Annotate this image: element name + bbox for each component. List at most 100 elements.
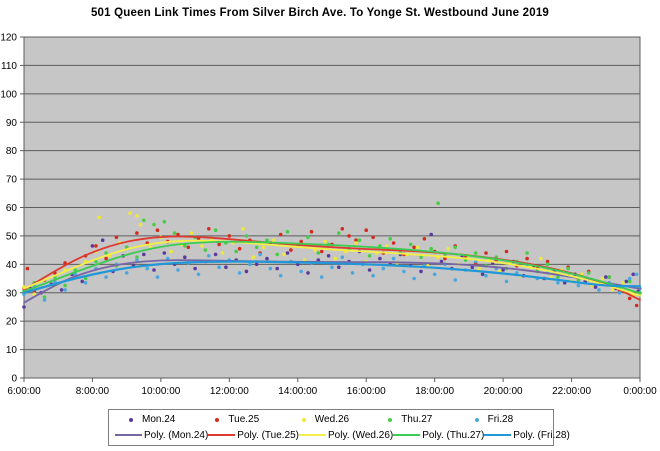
data-point [299, 269, 304, 274]
trend-line-swatch-icon [299, 434, 326, 437]
trend-line-Thu.27 [23, 240, 641, 295]
data-point [213, 252, 218, 257]
data-point [155, 275, 160, 279]
data-point [419, 269, 423, 274]
y-axis-tick-label: 50 [6, 231, 18, 242]
data-point [504, 279, 509, 284]
data-point [254, 245, 259, 250]
data-point [367, 268, 372, 272]
legend-item-Poly. (Mon.24): Poly. (Mon.24) [115, 430, 208, 441]
data-point [453, 278, 458, 282]
data-point [22, 305, 26, 309]
y-axis-tick-label: 70 [6, 175, 18, 186]
legend-label: Poly. (Wed.26) [328, 429, 394, 441]
data-point [539, 256, 543, 261]
data-point [248, 262, 252, 267]
data-point [282, 252, 286, 257]
data-point [432, 272, 437, 277]
legend-item-Poly. (Thu.27): Poly. (Thu.27) [393, 430, 484, 441]
trend-line-Mon.24 [23, 259, 641, 304]
data-point [610, 288, 615, 292]
data-point [97, 215, 102, 220]
legend-label: Poly. (Tue.25) [237, 429, 299, 441]
data-point [576, 278, 581, 282]
scatter-marker-icon [301, 417, 306, 422]
y-axis-tick-label: 40 [6, 260, 18, 271]
data-point [142, 218, 146, 223]
data-point [436, 201, 440, 205]
data-point [402, 269, 406, 274]
data-point [556, 281, 560, 285]
data-point [63, 283, 67, 288]
data-point [627, 276, 632, 281]
data-point [186, 245, 191, 250]
data-point [607, 275, 611, 279]
data-point [604, 275, 608, 279]
data-point [172, 231, 177, 235]
data-point [94, 244, 98, 248]
chart-legend: Mon.24 Tue.25 Wed.26 Thu.27 Fri.28 Poly. (Mon… [108, 409, 570, 446]
y-axis-tick-label: 60 [6, 203, 18, 214]
data-point [152, 268, 156, 272]
data-point [388, 237, 393, 241]
x-axis-tick-label: 18:00:00 [415, 386, 454, 397]
trend-line-Wed.26 [23, 239, 641, 297]
data-point [114, 235, 119, 240]
data-point [391, 256, 396, 261]
data-point [597, 288, 601, 292]
data-point [124, 271, 129, 275]
data-point [63, 261, 67, 265]
scatter-marker-icon [474, 417, 479, 422]
legend-item-Fri.28: Fri.28 [461, 414, 547, 425]
data-point [473, 259, 478, 264]
x-axis-tick-label: 16:00:00 [347, 386, 386, 397]
data-point [385, 244, 389, 248]
legend-row: Mon.24 Tue.25 Wed.26 Thu.27 Fri.28 [109, 414, 553, 425]
legend-item-Wed.26: Wed.26 [288, 414, 374, 425]
data-point [104, 251, 108, 255]
data-point [566, 266, 570, 271]
data-point [446, 246, 451, 251]
data-point [624, 279, 629, 284]
data-point [484, 273, 488, 278]
data-point [600, 276, 605, 281]
x-axis-tick-label: 10:00:00 [141, 386, 180, 397]
data-point [32, 292, 37, 297]
legend-item-Tue.25: Tue.25 [201, 414, 287, 425]
data-point [183, 244, 187, 248]
data-point [90, 244, 95, 248]
scatter-marker-icon [215, 417, 220, 422]
data-point [285, 251, 290, 255]
data-point [100, 238, 105, 242]
data-point [227, 234, 232, 238]
data-point [128, 211, 132, 215]
data-point [309, 229, 314, 234]
data-point [371, 273, 375, 278]
legend-item-Poly. (Wed.26): Poly. (Wed.26) [299, 430, 393, 441]
data-point [545, 259, 550, 264]
data-point [200, 244, 204, 248]
y-axis-tick-label: 120 [0, 33, 17, 44]
data-point [80, 279, 84, 284]
data-point [251, 255, 256, 259]
data-point [135, 214, 139, 218]
data-point [203, 248, 208, 252]
y-axis-tick-label: 30 [6, 288, 18, 299]
data-point [152, 222, 156, 227]
data-point [357, 238, 362, 242]
data-point [265, 238, 269, 242]
data-point [207, 227, 211, 231]
data-point [484, 251, 488, 255]
data-point [169, 249, 173, 254]
legend-item-Poly. (Fri.28): Poly. (Fri.28) [484, 430, 570, 441]
data-point [83, 281, 88, 285]
data-point [272, 238, 276, 242]
data-point [189, 231, 194, 235]
data-point [453, 245, 458, 250]
data-point [556, 275, 560, 279]
legend-label: Fri.28 [487, 414, 514, 426]
data-point [261, 245, 266, 250]
data-point [381, 266, 386, 271]
data-point [217, 242, 221, 247]
x-axis-tick-label: 14:00:00 [278, 386, 317, 397]
